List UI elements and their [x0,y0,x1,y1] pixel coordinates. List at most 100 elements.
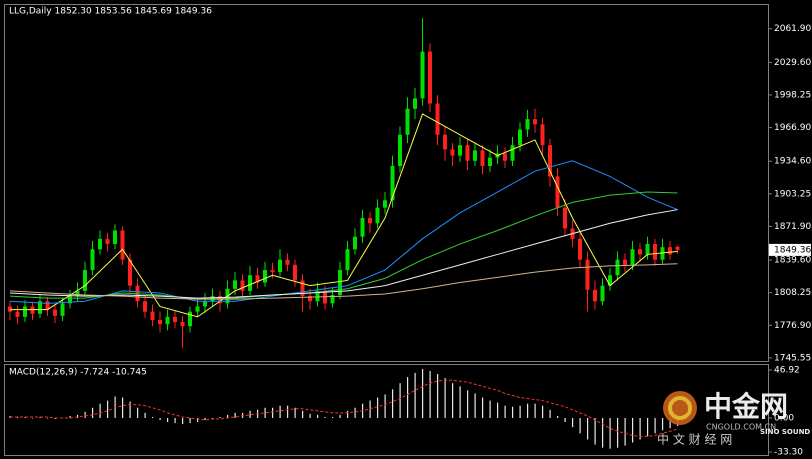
candle-body [38,301,42,314]
watermark: 中金网 CNGOLD.COM.CN 中 文 财 经 网 SINO SOUND [657,390,810,447]
macd-bar [392,389,394,418]
macd-bar [474,393,476,418]
candle-body [90,249,95,271]
macd-bar [182,417,184,425]
candle-body [360,218,365,237]
macd-bar [189,417,191,424]
candle-body [608,275,612,286]
macd-bar [144,412,146,418]
candle-body [278,259,282,273]
candle-body [345,249,350,271]
macd-bar [339,414,341,418]
macd-bar [519,405,521,418]
macd-bar [669,417,671,429]
y-tick-label: 0.00 [774,413,794,423]
candle-body [248,275,252,291]
candle-body [638,249,642,255]
macd-bar [219,416,221,418]
candle-body [173,316,177,323]
candle-body [75,290,80,297]
logo-swirl [668,396,692,420]
macd-bar [227,414,229,418]
macd-bar [39,416,41,418]
macd-bar [594,417,596,445]
macd-bar [452,383,454,418]
candle-body [383,200,387,208]
macd-bar [174,417,176,424]
candle-body [255,275,260,283]
candle-body [53,309,57,316]
macd-bar [294,407,296,418]
candle-body [578,238,582,260]
partner: SINO SOUND [760,428,810,436]
candle-body [518,129,522,146]
macd-bar [309,413,311,418]
candle-body [660,247,665,260]
macd-bar [407,377,409,418]
y-tick-label: 1808.25 [774,288,811,298]
macd-bar [264,407,266,418]
macd-bar [354,407,356,418]
candle-body [653,244,657,260]
macd-bar [579,417,581,434]
candle-body [165,316,170,325]
candle-body [435,103,440,135]
y-tick-label: 1745.55 [774,353,811,363]
moving-average [9,263,678,300]
macd-bar [444,378,446,418]
macd-bar [347,410,349,418]
macd-bar [332,416,334,418]
macd-bar [527,403,529,418]
candle-body [338,270,342,296]
y-tick-label: 1871.90 [774,222,811,232]
macd-bar [32,417,34,419]
candle-body [450,149,455,156]
macd-bar [17,416,19,418]
macd-bar [399,383,401,418]
candle-body [30,306,35,314]
candle-body [98,238,102,250]
candle-body [105,238,110,245]
candle-body [413,98,417,109]
y-tick-label: 2029.60 [774,58,811,68]
macd-bar [92,407,94,418]
candle-body [8,306,12,312]
candle-body [308,296,312,302]
candle-body [510,145,515,161]
candle-body [540,124,545,146]
macd-bar [129,401,131,418]
candle-body [465,145,470,161]
last-price-box [769,243,811,256]
candle-body [428,51,432,104]
macd-bar [459,386,461,418]
candle-body [615,259,620,276]
macd-bar [204,417,206,421]
macd-layer: MACD(12,26,9) -7.724 -10.745 46.92 0.00 -33… [9,365,803,457]
macd-bar [489,400,491,418]
candle-body [555,176,560,208]
macd-bar [84,411,86,418]
macd-bar [272,407,274,418]
macd-bar [512,406,514,418]
candle-body [180,322,185,327]
candle-body [15,311,20,317]
macd-bar [437,374,439,418]
candle-body [270,270,275,273]
candle-body [203,301,207,307]
candle-body [195,306,200,312]
macd-bar [137,407,139,418]
moving-average [9,209,678,299]
macd-bar [647,417,649,437]
candle-body [675,246,680,250]
macd-bar [377,397,379,418]
macd-bar [617,417,619,448]
macd-bar [662,417,664,431]
brand: 中金网 [704,390,788,423]
macd-bar [302,410,304,418]
signal-line [10,379,678,437]
macd-panel-frame [4,364,769,456]
macd-bar [234,412,236,418]
macd-bar [99,403,101,418]
macd-bar [422,368,424,418]
